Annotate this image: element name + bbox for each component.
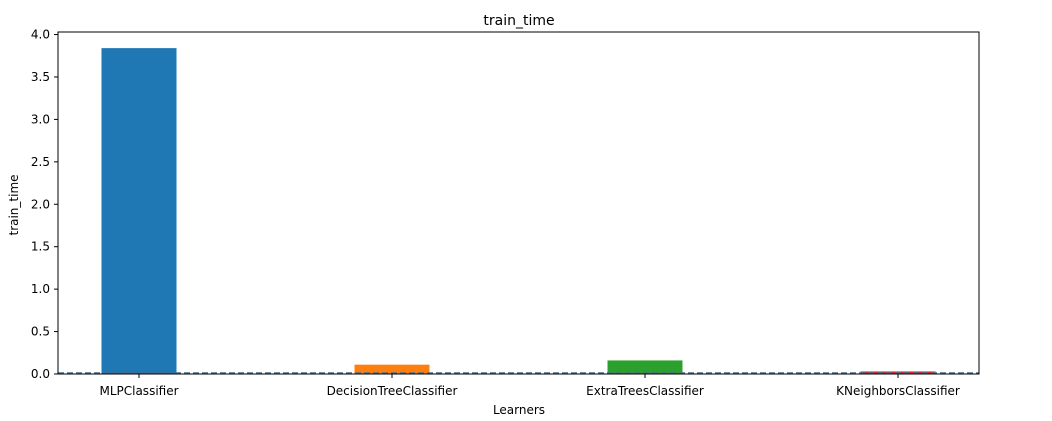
x-tick-label: ExtraTreesClassifier (586, 384, 704, 398)
y-tick-label: 0.0 (31, 367, 50, 381)
x-axis-label: Learners (493, 403, 545, 417)
x-axis-ticks: MLPClassifier DecisionTreeClassifier Extra… (99, 374, 960, 398)
y-tick-label: 3.0 (31, 112, 50, 126)
x-tick-label: MLPClassifier (99, 384, 178, 398)
y-tick-label: 1.5 (31, 240, 50, 254)
y-axis-label: train_time (7, 174, 21, 235)
bar-DecisionTreeClassifier (354, 364, 430, 374)
y-tick-label: 2.0 (31, 197, 50, 211)
y-tick-label: 4.0 (31, 28, 50, 42)
bar-ExtraTreesClassifier (607, 360, 683, 374)
y-tick-label: 1.0 (31, 282, 50, 296)
x-tick-label: KNeighborsClassifier (836, 384, 960, 398)
chart-title: train_time (483, 13, 554, 29)
plot-frame (57, 31, 980, 375)
bar-MLPClassifier (101, 48, 177, 374)
y-tick-label: 3.5 (31, 70, 50, 84)
y-tick-label: 0.5 (31, 325, 50, 339)
x-tick-label: DecisionTreeClassifier (327, 384, 458, 398)
y-tick-label: 2.5 (31, 155, 50, 169)
y-axis-ticks: 0.0 0.5 1.0 1.5 2.0 2.5 3.0 3.5 4.0 (31, 28, 58, 381)
bars-group (101, 48, 936, 374)
